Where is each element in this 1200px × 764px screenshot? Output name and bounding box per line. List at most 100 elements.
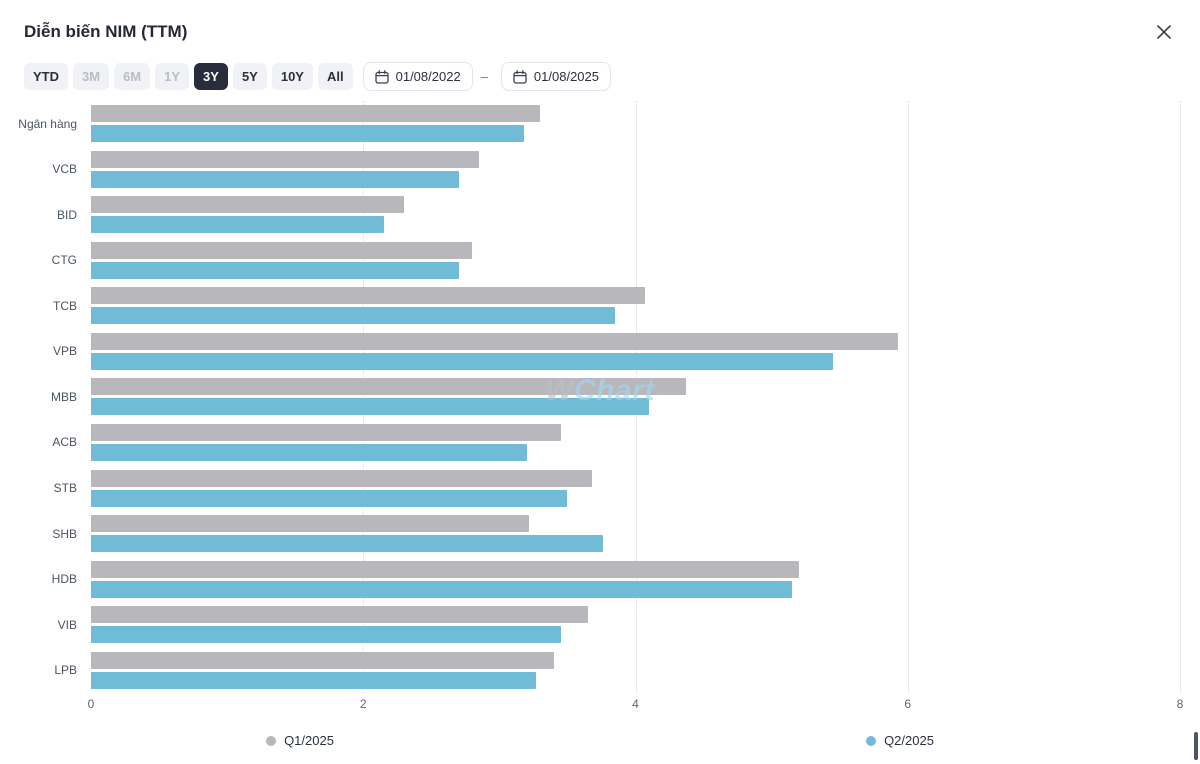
category-label: VPB <box>52 344 77 359</box>
range-button-ytd[interactable]: YTD <box>24 63 68 90</box>
bar-pair <box>91 238 1180 284</box>
bar-group: Ngân hàng <box>0 101 1180 147</box>
bar-Q2-2025[interactable] <box>91 443 527 461</box>
close-icon <box>1157 25 1171 39</box>
bar-Q2-2025[interactable] <box>91 626 561 644</box>
bar-Q2-2025[interactable] <box>91 489 568 507</box>
bar-group: VPB <box>0 329 1180 375</box>
bar-Q2-2025[interactable] <box>91 307 616 325</box>
legend-label: Q1/2025 <box>284 733 334 748</box>
bar-Q1-2025[interactable] <box>91 651 554 669</box>
bar-Q1-2025[interactable] <box>91 378 686 396</box>
legend-label: Q2/2025 <box>884 733 934 748</box>
range-toolbar-wrap: YTD 3M 6M 1Y 3Y 5Y 10Y All 01/08/2022 – 01/08/2… <box>0 50 1200 97</box>
axis-tick-label: 6 <box>904 697 912 711</box>
bar-Q1-2025[interactable] <box>91 150 479 168</box>
category-label: HDB <box>51 572 77 587</box>
bar-Q2-2025[interactable] <box>91 170 459 188</box>
bar-pair <box>91 511 1180 557</box>
bar-group: SHB <box>0 511 1180 557</box>
bar-Q1-2025[interactable] <box>91 287 646 305</box>
bar-pair <box>91 329 1180 375</box>
bar-pair <box>91 556 1180 602</box>
bar-Q1-2025[interactable] <box>91 469 592 487</box>
bar-Q1-2025[interactable] <box>91 515 530 533</box>
range-button-6m[interactable]: 6M <box>114 63 151 90</box>
panel-header: Diễn biến NIM (TTM) <box>0 0 1200 50</box>
bar-pair <box>91 192 1180 238</box>
bar-group: STB <box>0 465 1180 511</box>
x-axis: 0 2 4 6 8 <box>87 695 1184 717</box>
bar-Q2-2025[interactable] <box>91 216 384 234</box>
bar-Q1-2025[interactable] <box>91 241 473 259</box>
bar-Q1-2025[interactable] <box>91 560 799 578</box>
bar-Q1-2025[interactable] <box>91 332 899 350</box>
bar-Q2-2025[interactable] <box>91 671 537 689</box>
bar-group: CTG <box>0 238 1180 284</box>
bar-group: LPB <box>0 647 1180 693</box>
bar-group: TCB <box>0 283 1180 329</box>
category-label: CTG <box>51 253 77 268</box>
date-from-value: 01/08/2022 <box>395 69 461 84</box>
axis-tick-label: 8 <box>1176 697 1184 711</box>
range-toolbar: YTD 3M 6M 1Y 3Y 5Y 10Y All <box>24 63 353 90</box>
bar-group: MBB <box>0 374 1180 420</box>
axis-tick-label: 0 <box>87 697 95 711</box>
bar-pair <box>91 420 1180 466</box>
category-label: SHB <box>52 526 77 541</box>
legend-item-Q1-2025[interactable]: Q1/2025 <box>266 733 334 748</box>
panel-title: Diễn biến NIM (TTM) <box>24 22 188 41</box>
category-label: STB <box>53 481 77 496</box>
bar-Q2-2025[interactable] <box>91 535 603 553</box>
range-button-all[interactable]: All <box>317 63 353 90</box>
legend-item-Q2-2025[interactable]: Q2/2025 <box>866 733 934 748</box>
bar-group: VCB <box>0 147 1180 193</box>
bar-group: BID <box>0 192 1180 238</box>
bar-group: ACB <box>0 420 1180 466</box>
bar-pair <box>91 602 1180 648</box>
date-to-input[interactable]: 01/08/2025 <box>500 62 611 91</box>
bar-group: HDB <box>0 556 1180 602</box>
bar-Q2-2025[interactable] <box>91 261 459 279</box>
chart-rows: Ngân hàng VCB BID CTG TCB VPB MBB ACB STB SHB HDB V… <box>0 101 1180 693</box>
calendar-icon <box>374 69 389 84</box>
range-button-10y[interactable]: 10Y <box>271 63 313 90</box>
bar-Q1-2025[interactable] <box>91 423 561 441</box>
bar-pair <box>91 101 1180 147</box>
gridline <box>1180 101 1181 693</box>
range-button-3m[interactable]: 3M <box>73 63 110 90</box>
calendar-icon <box>513 69 527 84</box>
category-label: MBB <box>50 389 77 404</box>
legend: Q1/2025 Q2/2025 <box>0 717 1200 748</box>
bar-Q2-2025[interactable] <box>91 125 524 143</box>
bar-Q1-2025[interactable] <box>91 105 541 123</box>
range-button-5y[interactable]: 5Y <box>232 63 267 90</box>
bar-pair <box>91 374 1180 420</box>
bar-Q1-2025[interactable] <box>91 606 588 624</box>
bar-pair <box>91 465 1180 511</box>
bar-group: VIB <box>0 602 1180 648</box>
category-label: ACB <box>52 435 77 450</box>
scrollbar-thumb[interactable] <box>1194 732 1198 760</box>
range-button-3y[interactable]: 3Y <box>194 63 228 90</box>
legend-dot <box>866 735 877 746</box>
bar-Q2-2025[interactable] <box>91 580 793 598</box>
bar-Q2-2025[interactable] <box>91 398 650 416</box>
close-button[interactable] <box>1152 20 1176 44</box>
category-label: BID <box>56 207 77 222</box>
axis-tick-label: 4 <box>632 697 639 711</box>
bar-pair <box>91 647 1180 693</box>
category-label: TCB <box>53 298 77 313</box>
axis-tick-label: 2 <box>359 697 367 711</box>
bar-pair <box>91 147 1180 193</box>
bar-chart: Ngân hàng VCB BID CTG TCB VPB MBB ACB STB SHB HDB V… <box>0 101 1200 693</box>
date-from-input[interactable]: 01/08/2022 <box>362 62 473 91</box>
bar-Q1-2025[interactable] <box>91 196 405 214</box>
range-button-1y[interactable]: 1Y <box>155 63 190 90</box>
bar-pair <box>91 283 1180 329</box>
category-label: LPB <box>54 663 77 678</box>
category-label: Ngân hàng <box>18 116 77 131</box>
bar-Q2-2025[interactable] <box>91 352 833 370</box>
category-label: VIB <box>57 617 77 632</box>
